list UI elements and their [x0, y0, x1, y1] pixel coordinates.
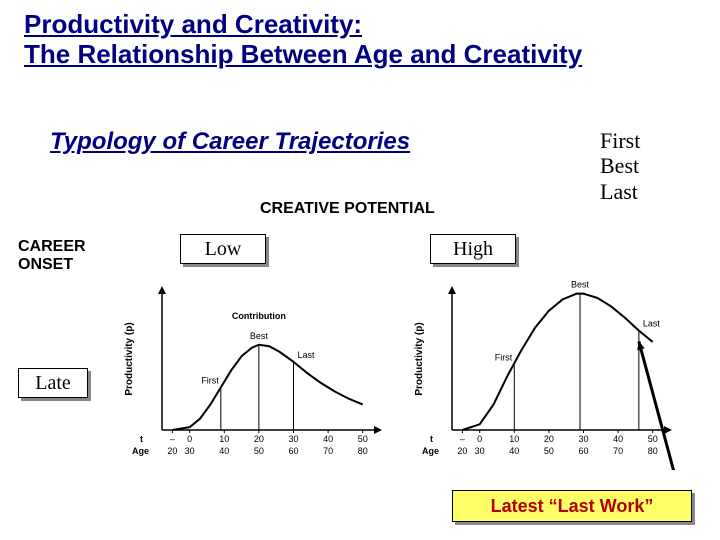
svg-text:Age: Age — [132, 446, 149, 456]
word-best: Best — [600, 153, 640, 178]
svg-text:t: t — [140, 434, 143, 444]
svg-text:Productivity (p): Productivity (p) — [124, 322, 135, 395]
svg-text:30: 30 — [185, 446, 195, 456]
svg-text:20: 20 — [544, 434, 554, 444]
svg-text:40: 40 — [219, 446, 229, 456]
svg-text:10: 10 — [509, 434, 519, 444]
svg-text:0: 0 — [187, 434, 192, 444]
svg-text:20: 20 — [457, 446, 467, 456]
svg-text:First: First — [201, 375, 219, 385]
svg-text:Best: Best — [250, 331, 269, 341]
left-chart: Productivity (p) t Age – 20 0 30 10 40 20 50 30 60 40… — [120, 280, 390, 470]
late-box: Late — [18, 368, 88, 398]
subtitle: Typology of Career Trajectories — [50, 128, 410, 156]
svg-text:20: 20 — [167, 446, 177, 456]
first-best-last-list: First Best Last — [600, 128, 640, 204]
svg-text:Productivity (p): Productivity (p) — [414, 322, 425, 395]
svg-text:60: 60 — [578, 446, 588, 456]
svg-text:60: 60 — [288, 446, 298, 456]
word-last: Last — [600, 179, 640, 204]
low-box: Low — [180, 234, 266, 264]
svg-text:First: First — [495, 353, 513, 363]
high-box: High — [430, 234, 516, 264]
svg-text:50: 50 — [254, 446, 264, 456]
svg-text:0: 0 — [477, 434, 482, 444]
word-first: First — [600, 128, 640, 153]
svg-text:80: 80 — [358, 446, 368, 456]
svg-text:40: 40 — [509, 446, 519, 456]
svg-text:20: 20 — [254, 434, 264, 444]
latest-last-work-box: Latest “Last Work” — [452, 490, 692, 522]
svg-text:–: – — [460, 434, 465, 444]
svg-text:Age: Age — [422, 446, 439, 456]
creative-potential-label: CREATIVE POTENTIAL — [260, 200, 435, 218]
slide-title: Productivity and Creativity: The Relatio… — [24, 10, 582, 70]
svg-text:–: – — [170, 434, 175, 444]
svg-text:40: 40 — [613, 434, 623, 444]
svg-text:50: 50 — [544, 446, 554, 456]
svg-text:30: 30 — [475, 446, 485, 456]
svg-text:40: 40 — [323, 434, 333, 444]
svg-text:Last: Last — [297, 350, 315, 360]
svg-text:80: 80 — [648, 446, 658, 456]
svg-text:70: 70 — [613, 446, 623, 456]
svg-text:70: 70 — [323, 446, 333, 456]
title-line-2: The Relationship Between Age and Creativ… — [24, 40, 582, 70]
svg-text:30: 30 — [578, 434, 588, 444]
career-onset-label: CAREER ONSET — [18, 238, 86, 273]
svg-text:Best: Best — [571, 280, 590, 290]
svg-text:Last: Last — [643, 319, 661, 329]
svg-text:t: t — [430, 434, 433, 444]
svg-text:50: 50 — [648, 434, 658, 444]
svg-text:50: 50 — [358, 434, 368, 444]
svg-text:10: 10 — [219, 434, 229, 444]
svg-text:Contribution: Contribution — [232, 311, 286, 321]
title-line-1: Productivity and Creativity: — [24, 10, 582, 40]
svg-text:30: 30 — [288, 434, 298, 444]
right-chart: Productivity (p) t Age – 20 0 30 10 40 20 50 30 60 40… — [410, 280, 680, 470]
